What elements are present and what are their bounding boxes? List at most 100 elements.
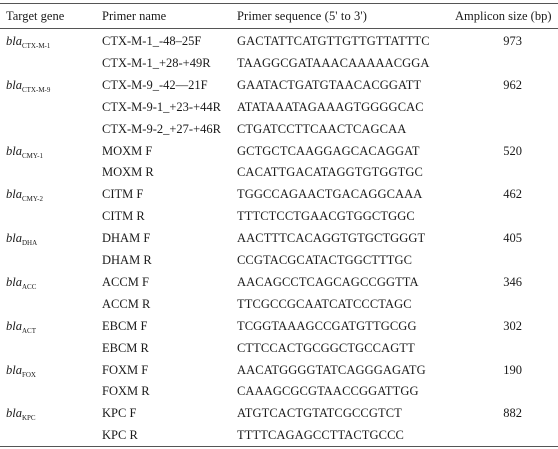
primer-sequence-cell: AACAGCCTCAGCAGCCGGTTA bbox=[237, 274, 419, 289]
table-row: CITM R TTTCTCCTGAACGTGGCTGGC bbox=[0, 206, 558, 226]
primer-name-cell: CTX-M-9-2_+27-+46R bbox=[102, 121, 221, 136]
table-row: blaCTX-M-1 CTX-M-1_-48–25F GACTATTCATGTTGT… bbox=[0, 31, 558, 51]
primer-name-cell: EBCM F bbox=[102, 318, 148, 333]
primer-name-cell: KPC R bbox=[102, 428, 138, 443]
gene-prefix: bla bbox=[6, 34, 22, 48]
gene-prefix: bla bbox=[6, 318, 22, 333]
primer-sequence-cell: TCGGTAAAGCCGATGTTGCGG bbox=[237, 318, 417, 333]
table-row: MOXM R CACATTGACATAGGTGTGGTGC bbox=[0, 162, 558, 182]
table-row: blaKPC KPC F ATGTCACTGTATCGCCGTCT 882 bbox=[0, 403, 558, 423]
primer-sequence-cell: TGGCCAGAACTGACAGGCAAA bbox=[237, 187, 423, 202]
gene-prefix: bla bbox=[6, 143, 22, 158]
table-row: ACCM R TTCGCCGCAATCATCCCTAGC bbox=[0, 294, 558, 314]
primer-sequence-cell: ATATAAATAGAAAGTGGGGCAC bbox=[237, 99, 424, 114]
primer-name-cell: EBCM R bbox=[102, 340, 149, 355]
target-gene-cell: blaACT bbox=[6, 316, 36, 336]
table-row: FOXM R CAAAGCGCGTAACCGGATTGG bbox=[0, 381, 558, 401]
table-row: blaACC ACCM F AACAGCCTCAGCAGCCGGTTA 346 bbox=[0, 272, 558, 292]
amplicon-size-cell: 405 bbox=[503, 231, 522, 246]
gene-subscript: CMY-1 bbox=[21, 151, 43, 160]
primer-name-cell: FOXM R bbox=[102, 384, 150, 399]
primer-name-cell: CITM F bbox=[102, 187, 144, 202]
primer-name-cell: MOXM R bbox=[102, 165, 154, 180]
primer-name-cell: FOXM F bbox=[102, 362, 149, 377]
table-top-rule bbox=[0, 3, 558, 4]
gene-subscript: CMY-2 bbox=[21, 195, 43, 204]
table-row: KPC R TTTTCAGAGCCTTACTGCCC bbox=[0, 425, 558, 445]
amplicon-size-cell: 462 bbox=[503, 187, 522, 202]
table-row: blaFOX FOXM F AACATGGGGTATCAGGGAGATG 190 bbox=[0, 360, 558, 380]
primer-name-cell: CITM R bbox=[102, 209, 145, 224]
table-row: CTX-M-9-1_+23-+44R ATATAAATAGAAAGTGGGGCAC bbox=[0, 97, 558, 117]
gene-prefix: bla bbox=[6, 274, 22, 289]
table-row: blaCMY-2 CITM F TGGCCAGAACTGACAGGCAAA 462 bbox=[0, 184, 558, 204]
gene-subscript: DHA bbox=[21, 239, 38, 248]
table-header-rule bbox=[0, 28, 558, 29]
primer-sequence-cell: CTGATCCTTCAACTCAGCAA bbox=[237, 121, 407, 136]
primer-sequence-cell: GAATACTGATGTAACACGGATT bbox=[237, 77, 422, 92]
primer-name-cell: CTX-M-1_+28-+49R bbox=[102, 55, 211, 70]
gene-subscript: ACC bbox=[21, 282, 37, 291]
primer-sequence-cell: TAAGGCGATAAACAAAAACGGA bbox=[237, 55, 430, 70]
table-row: CTX-M-1_+28-+49R TAAGGCGATAAACAAAAACGGA bbox=[0, 53, 558, 73]
primer-name-cell: MOXM F bbox=[102, 143, 153, 158]
primer-name-cell: DHAM R bbox=[102, 253, 152, 267]
primer-sequence-cell: TTTCTCCTGAACGTGGCTGGC bbox=[237, 209, 415, 224]
amplicon-size-cell: 962 bbox=[503, 77, 522, 92]
target-gene-cell: blaCTX-M-1 bbox=[6, 31, 50, 51]
primer-sequence-cell: CCGTACGCATACTGGCTTTGC bbox=[237, 253, 413, 267]
table-row: blaCMY-1 MOXM F GCTGCTCAAGGAGCACAGGAT 520 bbox=[0, 141, 558, 161]
gene-subscript: ACT bbox=[21, 326, 36, 335]
primer-sequence-cell: CTTCCACTGCGGCTGCCAGTT bbox=[237, 340, 415, 355]
table-row: blaACT EBCM F TCGGTAAAGCCGATGTTGCGG 302 bbox=[0, 316, 558, 336]
primer-name-cell: DHAM F bbox=[102, 231, 151, 246]
gene-subscript: CTX-M-1 bbox=[21, 42, 51, 50]
target-gene-cell: blaDHA bbox=[6, 228, 37, 248]
gene-prefix: bla bbox=[6, 77, 22, 92]
primer-sequence-cell: CACATTGACATAGGTGTGGTGC bbox=[237, 165, 423, 180]
table-row: blaCTX-M-9 CTX-M-9_-42—21F GAATACTGATGTAAC… bbox=[0, 75, 558, 95]
header-primer-name: Primer name bbox=[102, 9, 167, 23]
gene-subscript: FOX bbox=[21, 370, 36, 379]
amplicon-size-cell: 190 bbox=[503, 362, 522, 377]
primer-name-cell: KPC F bbox=[102, 406, 137, 421]
gene-subscript: CTX-M-9 bbox=[21, 85, 51, 94]
amplicon-size-cell: 882 bbox=[503, 406, 522, 421]
gene-prefix: bla bbox=[6, 406, 22, 421]
primer-name-cell: ACCM R bbox=[102, 296, 151, 311]
primer-sequence-cell: AACTTTCACAGGTGTGCTGGGT bbox=[237, 231, 426, 246]
gene-subscript: KPC bbox=[21, 414, 36, 423]
gene-prefix: bla bbox=[6, 362, 22, 377]
table-row: blaDHA DHAM F AACTTTCACAGGTGTGCTGGGT 405 bbox=[0, 228, 558, 248]
table-header-row: Target gene Primer name Primer sequence … bbox=[0, 6, 558, 26]
table-row: CTX-M-9-2_+27-+46R CTGATCCTTCAACTCAGCAA bbox=[0, 119, 558, 139]
header-amplicon-size: Amplicon size (bp) bbox=[455, 9, 552, 23]
target-gene-cell: blaCTX-M-9 bbox=[6, 75, 50, 95]
amplicon-size-cell: 973 bbox=[503, 34, 522, 48]
primer-name-cell: ACCM F bbox=[102, 274, 149, 289]
amplicon-size-cell: 302 bbox=[503, 318, 522, 333]
table-row: DHAM R CCGTACGCATACTGGCTTTGC bbox=[0, 250, 558, 270]
primer-sequence-cell: ATGTCACTGTATCGCCGTCT bbox=[237, 406, 402, 421]
primer-sequence-cell: CAAAGCGCGTAACCGGATTGG bbox=[237, 384, 419, 399]
primer-name-cell: CTX-M-1_-48–25F bbox=[102, 34, 202, 48]
target-gene-cell: blaKPC bbox=[6, 403, 36, 423]
target-gene-cell: blaACC bbox=[6, 272, 36, 292]
primer-sequence-cell: TTCGCCGCAATCATCCCTAGC bbox=[237, 296, 412, 311]
header-primer-sequence: Primer sequence (5' to 3') bbox=[237, 9, 367, 23]
target-gene-cell: blaCMY-2 bbox=[6, 184, 43, 204]
gene-prefix: bla bbox=[6, 187, 22, 202]
primer-sequence-cell: GACTATTCATGTTGTTGTTATTTC bbox=[237, 34, 430, 48]
table-bottom-rule bbox=[0, 446, 558, 447]
primer-sequence-cell: TTTTCAGAGCCTTACTGCCC bbox=[237, 428, 404, 443]
target-gene-cell: blaCMY-1 bbox=[6, 141, 43, 161]
primer-name-cell: CTX-M-9_-42—21F bbox=[102, 77, 208, 92]
primer-sequence-cell: AACATGGGGTATCAGGGAGATG bbox=[237, 362, 426, 377]
primer-sequence-cell: GCTGCTCAAGGAGCACAGGAT bbox=[237, 143, 420, 158]
table-row: EBCM R CTTCCACTGCGGCTGCCAGTT bbox=[0, 338, 558, 358]
amplicon-size-cell: 520 bbox=[503, 143, 522, 158]
amplicon-size-cell: 346 bbox=[503, 274, 522, 289]
gene-prefix: bla bbox=[6, 231, 22, 246]
target-gene-cell: blaFOX bbox=[6, 360, 36, 380]
primer-name-cell: CTX-M-9-1_+23-+44R bbox=[102, 99, 221, 114]
